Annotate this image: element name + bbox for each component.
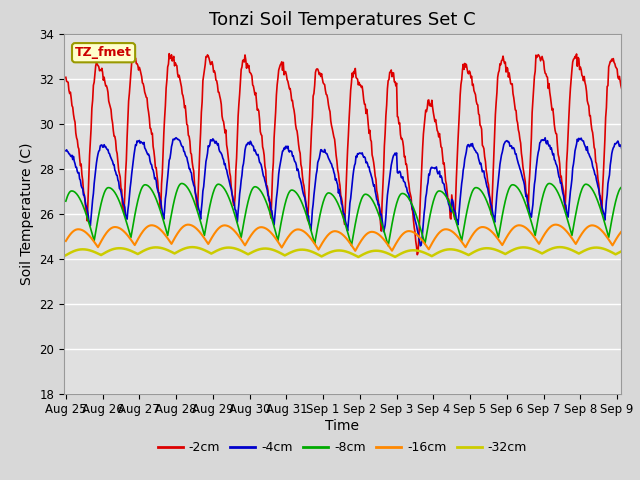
- -16cm: [588, 223, 595, 228]
- -4cm: [494, 184, 502, 190]
- -2cm: [494, 74, 502, 80]
- -8cm: [187, 190, 195, 196]
- -16cm: [187, 222, 195, 228]
- -32cm: [62, 252, 70, 258]
- -8cm: [588, 185, 595, 191]
- -4cm: [632, 190, 639, 196]
- -2cm: [236, 91, 243, 97]
- -32cm: [632, 246, 639, 252]
- -4cm: [187, 169, 195, 175]
- -32cm: [355, 254, 362, 260]
- Line: -8cm: -8cm: [66, 183, 636, 246]
- Y-axis label: Soil Temperature (C): Soil Temperature (C): [20, 143, 34, 285]
- -16cm: [632, 227, 639, 233]
- -32cm: [186, 244, 194, 250]
- -4cm: [417, 243, 424, 249]
- -4cm: [172, 135, 180, 141]
- -2cm: [351, 71, 358, 76]
- -2cm: [62, 74, 70, 80]
- Line: -32cm: -32cm: [66, 247, 636, 257]
- -4cm: [236, 191, 243, 197]
- Line: -4cm: -4cm: [66, 138, 636, 246]
- Legend: -2cm, -4cm, -8cm, -16cm, -32cm: -2cm, -4cm, -8cm, -16cm, -32cm: [152, 436, 532, 459]
- Title: Tonzi Soil Temperatures Set C: Tonzi Soil Temperatures Set C: [209, 11, 476, 29]
- -32cm: [606, 249, 614, 254]
- -8cm: [351, 226, 358, 231]
- -2cm: [413, 252, 421, 258]
- -4cm: [588, 156, 595, 162]
- -2cm: [165, 51, 173, 57]
- Line: -2cm: -2cm: [66, 54, 636, 255]
- -32cm: [588, 245, 595, 251]
- -2cm: [606, 59, 614, 64]
- -2cm: [187, 150, 195, 156]
- -32cm: [494, 248, 502, 253]
- -16cm: [351, 247, 358, 252]
- -4cm: [62, 148, 70, 154]
- -4cm: [606, 162, 614, 168]
- -8cm: [236, 229, 243, 235]
- -2cm: [632, 186, 639, 192]
- -32cm: [236, 247, 243, 253]
- -16cm: [184, 222, 192, 228]
- -32cm: [351, 252, 358, 258]
- -8cm: [632, 204, 639, 210]
- -16cm: [351, 248, 359, 254]
- Line: -16cm: -16cm: [66, 225, 636, 251]
- -8cm: [606, 226, 614, 231]
- -16cm: [494, 236, 502, 241]
- Text: TZ_fmet: TZ_fmet: [75, 46, 132, 59]
- -16cm: [236, 235, 243, 240]
- -2cm: [588, 121, 595, 127]
- -8cm: [62, 198, 70, 204]
- -8cm: [178, 180, 186, 186]
- -8cm: [494, 232, 502, 238]
- -16cm: [62, 238, 70, 244]
- -32cm: [188, 244, 196, 250]
- -4cm: [351, 163, 358, 168]
- -16cm: [606, 239, 614, 245]
- -8cm: [385, 243, 392, 249]
- X-axis label: Time: Time: [325, 419, 360, 433]
